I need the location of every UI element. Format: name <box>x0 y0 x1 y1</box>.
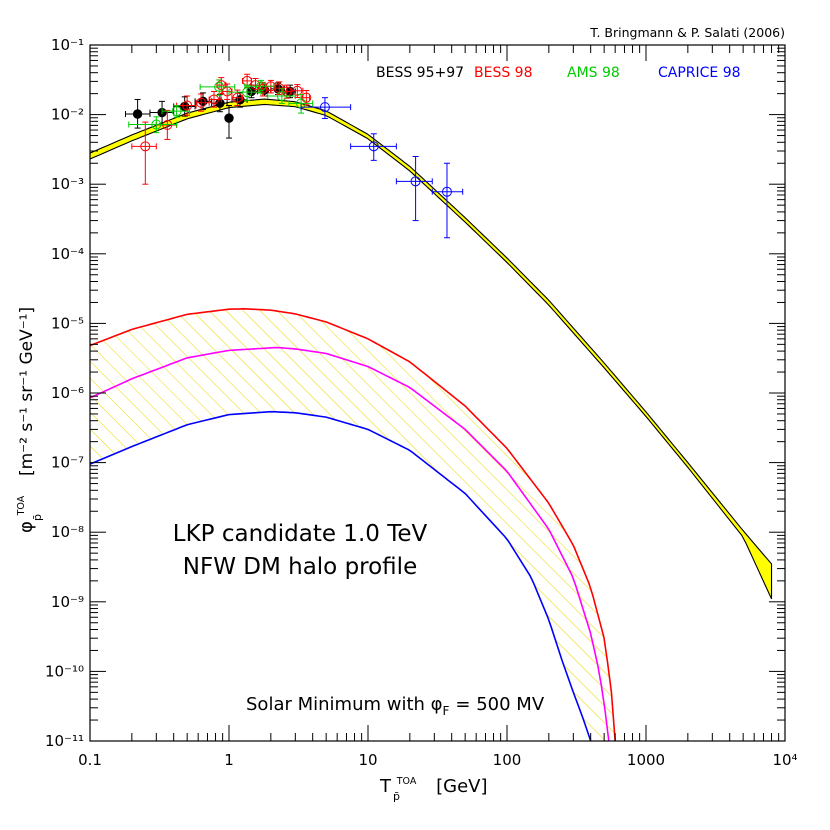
y-tick-label: 10⁻¹¹ <box>45 732 84 750</box>
data-point <box>128 116 178 134</box>
annotation-solar-value: = 500 MV <box>455 694 544 715</box>
legend-entry: CAPRICE 98 <box>658 65 741 81</box>
data-point <box>222 83 233 100</box>
x-tick-label: 0.1 <box>78 751 102 769</box>
signal-curve-lower <box>90 410 592 741</box>
legend-entry: BESS 98 <box>474 65 533 81</box>
point-marker <box>171 106 182 117</box>
annotation-solar: Solar Minimum with φF = 500 MV <box>246 694 545 718</box>
data-point <box>161 105 191 118</box>
data-point <box>395 156 433 222</box>
annotation-solar-main: Solar Minimum with φ <box>246 694 443 715</box>
y-tick-label: 10⁻³ <box>51 175 84 193</box>
point-marker <box>256 81 267 92</box>
point-marker <box>214 81 225 92</box>
point-marker <box>276 91 287 102</box>
y-tick-label: 10⁻⁶ <box>51 384 84 402</box>
point-marker <box>319 102 330 113</box>
y-tick-label: 10⁻¹ <box>51 36 84 54</box>
annotation-candidate: LKP candidate 1.0 TeV <box>173 521 428 547</box>
x-tick-label: 10⁴ <box>772 751 797 769</box>
point-marker <box>151 119 162 130</box>
point-marker <box>292 85 303 96</box>
point-marker <box>242 87 253 98</box>
data-point <box>431 162 464 239</box>
annotation-solar-sub: F <box>443 704 450 718</box>
credit-text: T. Bringmann & P. Salati (2006) <box>589 25 785 40</box>
dataset-caprice-98 <box>300 97 464 239</box>
point-marker <box>196 97 207 108</box>
point-marker <box>224 113 234 123</box>
data-point <box>224 105 234 139</box>
svg-text:φ TOA [m⁻² s⁻¹ sr⁻: φ TOA [m⁻² s⁻¹ sr⁻¹ GeV⁻¹] <box>8 307 37 533</box>
xlabel-units: [GeV] <box>436 776 487 797</box>
dataset-ams-98 <box>128 79 314 134</box>
point-marker <box>441 186 452 197</box>
annotation-halo-profile: NFW DM halo profile <box>183 554 417 580</box>
point-marker <box>216 80 227 91</box>
xlabel-sub: p̄ <box>393 790 400 803</box>
x-axis-label: T TOA [GeV] p̄ <box>379 768 487 803</box>
legend-entry: AMS 98 <box>567 65 620 81</box>
data-point <box>350 133 397 161</box>
data-point <box>290 84 304 99</box>
ylabel-sub: p̄ <box>31 514 44 521</box>
x-tick-label: 100 <box>493 751 522 769</box>
y-tick-label: 10⁻⁸ <box>51 523 84 541</box>
point-marker <box>232 92 243 103</box>
point-marker <box>132 109 143 119</box>
xlabel-base: T <box>379 776 392 797</box>
data-point <box>300 97 352 119</box>
point-marker <box>410 176 421 187</box>
y-tick-label: 10⁻¹⁰ <box>45 662 84 680</box>
svg-text:T TOA [GeV]: T TOA [GeV] <box>379 768 487 797</box>
ylabel-units: [m⁻² s⁻¹ sr⁻¹ GeV⁻¹] <box>17 307 37 476</box>
y-tick-label: 10⁻⁴ <box>51 245 84 263</box>
point-marker <box>301 92 312 103</box>
point-marker <box>140 141 151 152</box>
xlabel-sup: TOA <box>396 776 417 787</box>
y-tick-label: 10⁻² <box>51 106 84 124</box>
y-axis-label: φ TOA [m⁻² s⁻¹ sr⁻¹ GeV⁻¹] p̄ <box>8 307 44 533</box>
point-marker <box>182 100 193 111</box>
y-tick-label: 10⁻⁵ <box>51 314 84 332</box>
signal-curve-middle <box>90 346 610 741</box>
data-point <box>231 89 243 107</box>
data-point <box>131 121 157 185</box>
data-point <box>267 88 296 104</box>
dataset-bess-98 <box>131 73 312 185</box>
y-tick-label: 10⁻⁹ <box>51 593 84 611</box>
y-tick-label: 10⁻⁷ <box>51 454 84 472</box>
data-point <box>301 89 312 106</box>
x-tick-label: 1 <box>224 751 234 769</box>
background-band <box>90 98 773 600</box>
point-marker <box>215 98 225 108</box>
point-marker <box>368 141 379 152</box>
x-tick-label: 10 <box>358 751 377 769</box>
data-point <box>244 79 275 94</box>
ylabel-base: φ <box>16 521 37 533</box>
legend-entry: BESS 95+97 <box>376 65 464 81</box>
point-marker <box>209 94 220 105</box>
data-point <box>199 79 236 96</box>
ylabel-sup: TOA <box>16 495 27 516</box>
x-tick-label: 1000 <box>627 751 665 769</box>
data-point <box>176 95 197 116</box>
signal-curve-upper <box>90 308 616 741</box>
data-point <box>124 98 151 129</box>
signal-uncertainty-hatch <box>90 308 616 741</box>
data-point <box>208 90 222 108</box>
